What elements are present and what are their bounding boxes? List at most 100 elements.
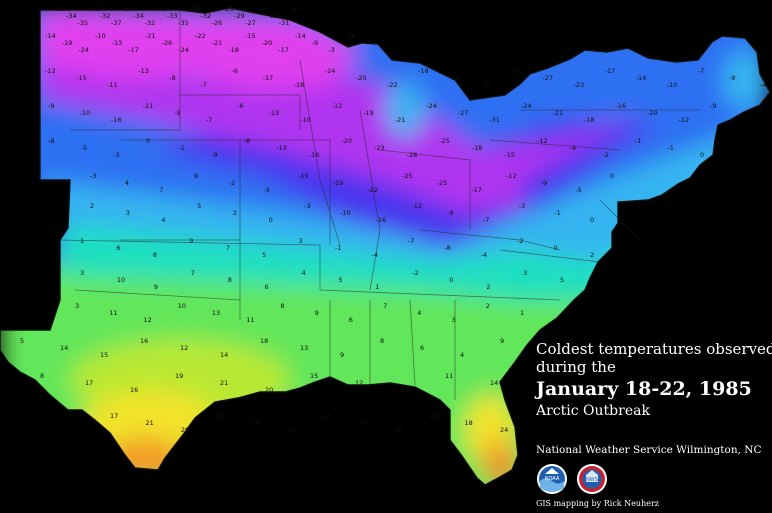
station-value: -27 [542,74,553,82]
station-value: -32 [89,5,100,13]
station-value: -23 [374,144,385,152]
station-value: -12 [506,172,517,180]
station-value: -33 [167,12,178,20]
station-value: 19 [287,426,295,434]
station-value: -2 [517,237,523,245]
station-value: -34 [133,12,144,20]
station-value: -16 [376,216,387,224]
station-value: 6 [116,244,120,252]
station-value: 25 [358,419,366,427]
station-value: 18 [260,337,268,345]
station-value: 4 [161,216,165,224]
station-value: -16 [615,102,626,110]
station-value: -17 [263,74,274,82]
station-value: -18 [472,144,483,152]
station-value: -26 [162,39,173,47]
svg-text:NOAA: NOAA [545,476,560,482]
station-value: -9 [174,109,180,117]
station-value: -24 [426,102,437,110]
station-value: -21 [212,39,223,47]
station-value: -12 [679,116,690,124]
station-value: 18 [465,419,473,427]
station-value: 3 [80,269,84,277]
station-value: 0 [449,276,453,284]
station-value: -5 [81,144,87,152]
station-value: -15 [298,172,309,180]
station-value: 4 [125,179,129,187]
station-value: -1 [635,137,641,145]
station-value: 9 [340,351,344,359]
station-value: -20 [647,109,658,117]
station-value: -21 [552,109,563,117]
station-value: 20 [181,426,189,434]
station-value: -16 [111,116,122,124]
station-value: 12 [144,316,152,324]
station-value: -21 [511,67,522,75]
station-value: -26 [480,81,491,89]
station-value: -1 [667,144,673,152]
station-value: -22 [367,186,378,194]
station-value: -31 [279,19,290,27]
station-value: 4 [460,351,464,359]
station-value: -10 [667,81,678,89]
station-value: 7 [226,244,230,252]
station-value: -26 [212,19,223,27]
station-value: -18 [294,81,305,89]
station-value: -27 [458,109,469,117]
station-value: 7 [191,269,195,277]
station-value: -4 [570,144,576,152]
caption-line-2: during the [536,358,616,376]
station-value: 9 [194,172,198,180]
station-value: -7 [206,116,212,124]
station-value: 0 [590,216,594,224]
station-value: 13 [300,344,308,352]
station-value: -24 [178,46,189,54]
station-value: -25 [439,137,450,145]
station-value: -3 [113,151,119,159]
station-value: -11 [107,81,118,89]
station-value: 2 [590,251,594,259]
station-value: -8 [48,137,54,145]
station-value: -26 [256,5,267,13]
station-value: -35 [77,19,88,27]
station-value: -24 [521,102,532,110]
station-value: -6 [237,102,243,110]
station-value: 5 [197,202,201,210]
station-value: -3 [328,46,334,54]
station-value: 0 [610,172,614,180]
station-value: 8 [153,251,157,259]
station-value: -3 [304,202,310,210]
station-value: 3 [452,316,456,324]
station-value: -9 [710,102,716,110]
station-value: -35 [55,5,66,13]
station-value: 14 [60,344,68,352]
station-value: 10 [117,276,125,284]
caption-event-name: Arctic Outbreak [536,403,650,419]
station-value: -5 [575,186,581,194]
station-value: -23 [574,81,585,89]
station-value: 1 [520,309,524,317]
station-value: 3 [299,237,303,245]
station-value: -2 [412,269,418,277]
station-value: -4 [481,251,487,259]
station-value: -13 [276,144,287,152]
station-value: -31 [156,5,167,13]
station-value: 23 [323,412,331,420]
station-value: -31 [489,116,500,124]
station-value: -25 [402,172,413,180]
map-caption: Coldest temperatures observed during the… [536,340,772,420]
station-value: -29 [234,12,245,20]
station-value: -23 [268,12,279,20]
station-value: -21 [145,32,156,40]
station-value: 22 [429,412,437,420]
station-value: -20 [356,74,367,82]
station-values: -35-34-35-32-32-37-38-34-32-31-33-35-28-… [20,5,766,434]
station-value: -14 [295,32,306,40]
station-value: 16 [140,337,148,345]
station-value: 9 [315,309,319,317]
station-value: -32 [201,12,212,20]
station-value: 19 [175,372,183,380]
station-value: 21 [220,379,228,387]
station-value: -25 [437,179,448,187]
station-value: -10 [95,32,106,40]
